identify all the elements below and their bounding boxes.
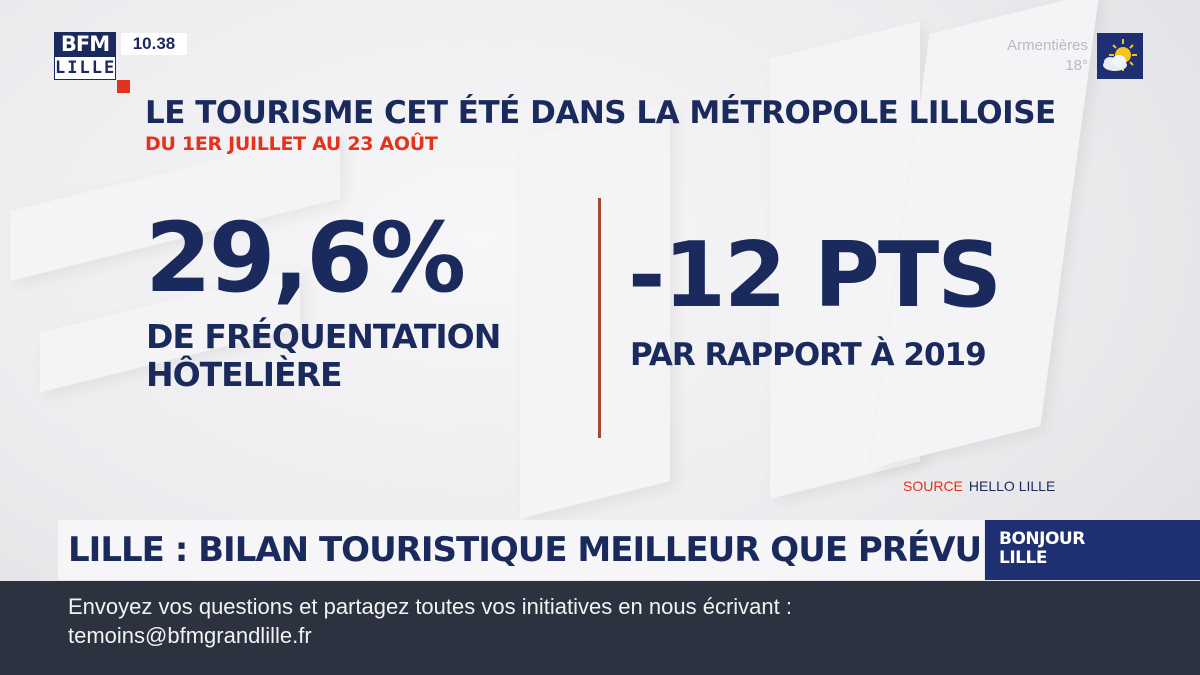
ticker-line1: Envoyez vos questions et partagez toutes…: [68, 594, 792, 619]
title-marker: [117, 80, 130, 93]
show-title-line2: LILLE: [999, 548, 1047, 568]
stat-left-label-line2: HÔTELIÈRE: [146, 355, 343, 394]
show-badge: BONJOUR LILLE: [985, 520, 1200, 580]
stat-right-value: -12 PTS: [628, 223, 1002, 328]
logo-bottom-text: LILLE: [54, 56, 117, 80]
stat-divider: [598, 198, 601, 438]
weather-city: Armentières: [1007, 37, 1088, 54]
show-title: BONJOUR LILLE: [999, 530, 1085, 568]
graphic-title: LE TOURISME CET ÉTÉ DANS LA MÉTROPOLE LI…: [145, 95, 1056, 131]
graphic-subtitle: DU 1ER JUILLET AU 23 AOÛT: [145, 133, 438, 155]
stat-left-value: 29,6%: [145, 202, 466, 314]
source-credit: SOURCE HELLO LILLE: [903, 478, 1055, 494]
show-title-line1: BONJOUR: [999, 529, 1085, 549]
channel-logo: BFM LILLE: [54, 32, 116, 80]
clock: 10.38: [121, 33, 187, 55]
sun-cloud-icon: [1097, 33, 1143, 79]
stat-right-label: PAR RAPPORT À 2019: [630, 337, 987, 373]
source-key: SOURCE: [903, 478, 963, 494]
stat-left-label-line1: DE FRÉQUENTATION: [146, 317, 501, 356]
headline-band: [58, 520, 984, 580]
logo-top-text: BFM: [54, 32, 116, 56]
headline: LILLE : BILAN TOURISTIQUE MEILLEUR QUE P…: [68, 530, 982, 570]
ticker-bar: [0, 581, 1200, 675]
ticker-line2: temoins@bfmgrandlille.fr: [68, 623, 312, 648]
weather-temperature: 18°: [1065, 57, 1088, 74]
source-value: HELLO LILLE: [968, 478, 1056, 494]
